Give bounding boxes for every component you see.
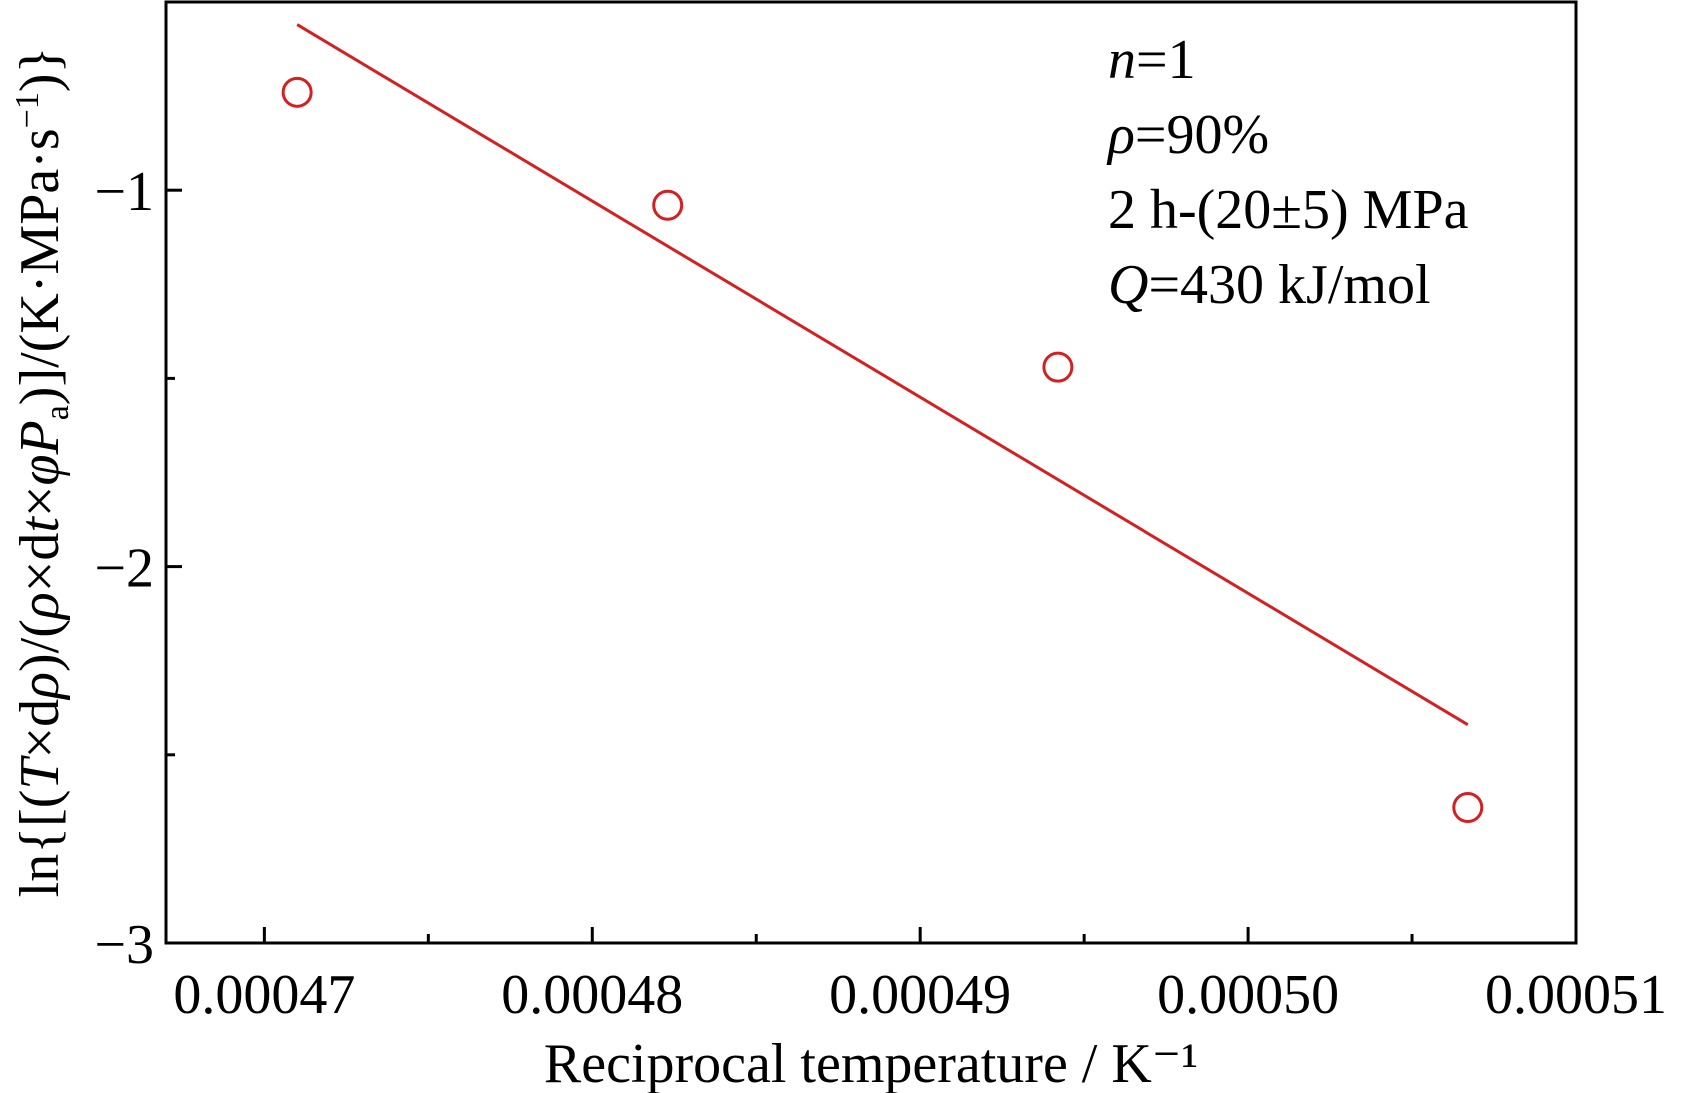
annotation-n: n=1 [1108,29,1196,91]
fit-line [296,23,1469,726]
y-tick-label: −3 [94,914,154,976]
annotation-rho: ρ=90% [1106,104,1269,166]
data-point [281,76,313,108]
y-axis-ticks: −1 −2 −3 [94,161,182,976]
data-point [652,189,684,221]
data-point [1042,351,1074,383]
x-axis-ticks: 0.00047 0.00048 0.00049 0.00050 0.00051 [173,927,1667,1026]
x-tick-label: 0.00048 [501,964,683,1026]
data-point [1452,791,1484,823]
annotation-Q: Q=430 kJ/mol [1108,254,1431,316]
x-tick-label: 0.00049 [829,964,1011,1026]
plot-frame [164,0,1578,945]
annotation-block: n=1 ρ=90% 2 h-(20±5) MPa Q=430 kJ/mol [1106,29,1469,316]
x-tick-label: 0.00051 [1485,964,1667,1026]
y-tick-label: −2 [94,538,154,600]
annotation-condition: 2 h-(20±5) MPa [1108,179,1469,241]
y-axis-title: ln{[(T×dρ)/(ρ×dt×φPa)]/(K·MPa·s−1)} [9,47,76,898]
y-tick-label: −1 [94,161,154,223]
x-tick-label: 0.00050 [1157,964,1339,1026]
x-tick-label: 0.00047 [173,964,355,1026]
x-axis-title: Reciprocal temperature / K⁻¹ [544,1033,1198,1093]
data-points [281,76,1484,823]
